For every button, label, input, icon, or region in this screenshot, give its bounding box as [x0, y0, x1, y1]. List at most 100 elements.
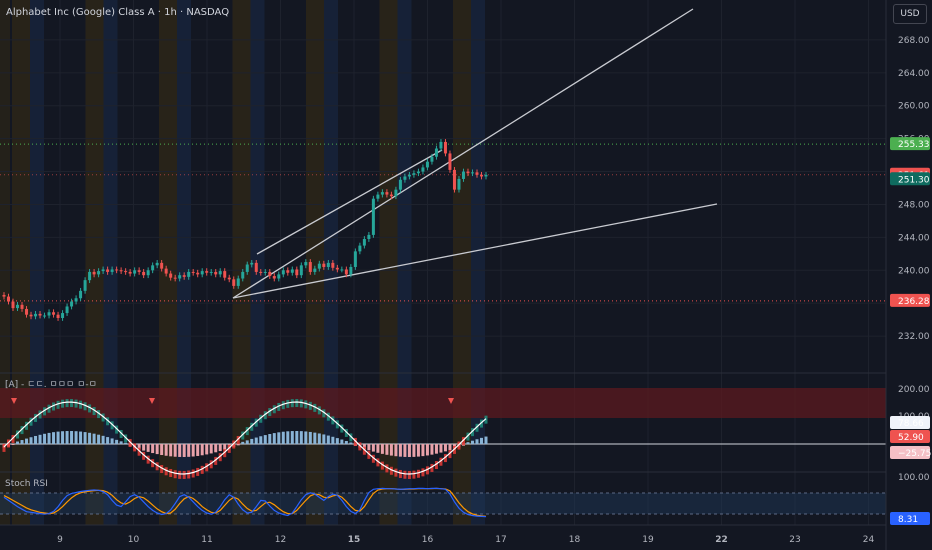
candle-body	[218, 271, 222, 275]
candle-body	[254, 262, 258, 272]
osc-histogram-bar	[416, 444, 420, 457]
premarket-band	[306, 0, 324, 525]
osc-step-bar	[286, 399, 290, 408]
osc-histogram-bar	[322, 434, 326, 444]
osc-histogram-bar	[74, 431, 78, 444]
candle-body	[83, 280, 87, 291]
candle-body	[425, 161, 429, 168]
candle-body	[322, 263, 326, 267]
osc-step-bar	[470, 428, 474, 437]
candle-body	[290, 269, 294, 273]
candle-body	[335, 267, 339, 270]
osc-step-bar	[182, 470, 186, 479]
osc-histogram-bar	[389, 444, 393, 456]
candle-body	[2, 294, 6, 297]
sell-signal-marker	[448, 398, 454, 404]
osc-histogram-bar	[407, 444, 411, 457]
time-axis[interactable]: 9 10 11 12 15 16 17 18 19 22 23 24	[57, 535, 874, 545]
candle-body	[457, 178, 461, 190]
osc-step-bar	[151, 459, 155, 468]
candle-body	[470, 172, 474, 174]
osc-step-bar	[308, 401, 312, 410]
stoch-rsi-label[interactable]: Stoch RSI	[5, 479, 48, 489]
osc-step-bar	[340, 424, 344, 433]
osc-histogram-bar	[434, 444, 438, 454]
osc-step-bar	[214, 456, 218, 465]
currency-button[interactable]: USD	[893, 4, 927, 24]
price-tag	[890, 446, 930, 459]
osc-histogram-bar	[218, 444, 222, 452]
candle-body	[128, 271, 132, 274]
osc-step-bar	[317, 406, 321, 415]
oscillator-pane[interactable]	[0, 388, 932, 479]
osc-histogram-bar	[214, 444, 218, 453]
symbol-title[interactable]: Alphabet Inc (Google) Class A · 1h · NAS…	[6, 7, 230, 18]
osc-step-bar	[263, 411, 267, 420]
osc-step-bar	[16, 430, 20, 439]
osc-histogram-bar	[29, 437, 33, 444]
osc-histogram-bar	[43, 433, 47, 444]
postmarket-band	[324, 0, 338, 525]
osc-histogram-bar	[110, 438, 114, 444]
price-tag	[890, 172, 930, 186]
osc-histogram-bar	[160, 444, 164, 456]
osc-histogram-bar	[304, 431, 308, 444]
postmarket-band	[103, 0, 118, 525]
candle-body	[151, 265, 155, 271]
osc-histogram-bar	[425, 444, 429, 456]
osc-step-bar	[178, 470, 182, 479]
candle-body	[448, 153, 452, 170]
candle-body	[25, 308, 29, 315]
osc-step-bar	[83, 402, 87, 411]
osc-histogram-bar	[25, 438, 29, 444]
time-tick-label: 24	[863, 535, 875, 545]
premarket-band	[0, 0, 10, 525]
osc-step-bar	[299, 399, 303, 408]
price-axis[interactable]: 232.00236.00240.00244.00248.00252.00256.…	[885, 0, 932, 550]
trendlines[interactable]	[232, 8, 718, 299]
osc-histogram-bar	[146, 444, 150, 452]
candle-body	[344, 269, 348, 275]
candle-body	[137, 270, 141, 272]
osc-histogram-bar	[209, 444, 213, 454]
osc-histogram-bar	[290, 431, 294, 444]
osc-histogram-bar	[38, 434, 42, 444]
candle-body	[146, 270, 150, 276]
candle-body	[376, 194, 380, 199]
osc-histogram-bar	[259, 436, 263, 444]
osc-step-bar	[43, 407, 47, 416]
osc-step-bar	[403, 470, 407, 479]
stoch-rsi-pane[interactable]	[0, 487, 886, 518]
candle-body	[115, 269, 119, 271]
osc-step-bar	[371, 454, 375, 463]
candle-body	[389, 194, 393, 197]
candle-body	[421, 167, 425, 172]
time-tick-label: 9	[57, 535, 63, 545]
oscillator-label[interactable]: [A] - ㄷㄷ. ㅁㅁㅁ ㅁ-ㅁ	[5, 380, 97, 390]
price-tag-label: −25.75	[898, 449, 931, 459]
osc-histogram-bar	[119, 441, 123, 444]
postmarket-band	[471, 0, 485, 525]
osc-step-bar	[115, 425, 119, 434]
osc-histogram-bar	[245, 440, 249, 444]
osc-histogram-bar	[272, 433, 276, 444]
osc-step-bar	[362, 446, 366, 455]
stoch-k-line	[3, 487, 487, 518]
osc-step-bar	[430, 463, 434, 472]
candle-body	[16, 304, 20, 309]
price-tag-label: 255.33	[898, 140, 930, 150]
candle-body	[124, 271, 128, 273]
osc-step-bar	[322, 409, 326, 418]
osc-histogram-bar	[295, 431, 299, 444]
candle-body	[443, 141, 447, 154]
osc-histogram-bar	[241, 441, 245, 444]
candles[interactable]	[2, 139, 488, 321]
osc-step-bar	[97, 410, 101, 419]
osc-step-bar	[272, 405, 276, 414]
osc-histogram-bar	[65, 431, 69, 444]
osc-histogram-bar	[335, 438, 339, 444]
osc-step-bar	[227, 444, 231, 453]
osc-step-bar	[128, 438, 132, 447]
candle-body	[173, 277, 177, 279]
